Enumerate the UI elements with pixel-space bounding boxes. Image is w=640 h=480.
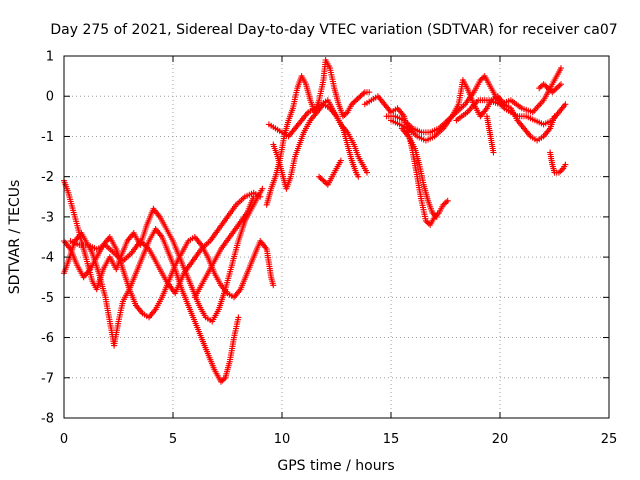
data-point	[542, 82, 549, 89]
y-tick-label: -7	[41, 371, 54, 386]
data-point	[366, 89, 373, 96]
data-point	[441, 200, 448, 207]
series-8	[270, 101, 362, 192]
data-series	[61, 57, 569, 385]
x-tick-label: 5	[169, 432, 177, 447]
series-5	[191, 193, 257, 301]
data-point	[556, 82, 563, 89]
y-tick-label: -2	[41, 170, 54, 185]
data-point	[558, 167, 565, 173]
x-tick-label: 10	[274, 432, 291, 447]
y-axis-label: SDTVAR / TECUs	[7, 180, 23, 295]
series-line	[364, 95, 449, 226]
data-point	[444, 197, 451, 204]
data-point	[562, 161, 569, 168]
data-point	[550, 87, 557, 94]
y-tick-label: -5	[41, 291, 54, 306]
y-tick-label: -4	[41, 251, 54, 266]
plot-frame	[63, 55, 610, 419]
data-point	[558, 81, 564, 88]
series-2	[61, 226, 242, 385]
series-14	[453, 65, 564, 124]
data-point	[337, 157, 344, 164]
data-point	[218, 378, 224, 385]
chart-title: Day 275 of 2021, Sidereal Day-to-day VTE…	[50, 22, 617, 38]
data-point	[422, 217, 429, 224]
data-point	[235, 314, 242, 321]
data-point	[259, 185, 266, 192]
series-16	[483, 113, 497, 156]
y-tick-label: 1	[46, 50, 54, 65]
data-point	[555, 169, 562, 176]
data-point	[364, 169, 370, 176]
data-point	[551, 113, 558, 120]
data-point	[360, 90, 367, 97]
data-point	[477, 77, 484, 84]
x-tick-label: 20	[492, 432, 509, 447]
x-tick-label: 25	[601, 432, 618, 447]
data-point	[257, 193, 264, 200]
series-4	[67, 189, 264, 297]
data-point	[348, 101, 355, 108]
data-point	[562, 101, 569, 108]
data-point	[537, 83, 544, 90]
data-point	[545, 85, 551, 92]
data-point	[316, 173, 323, 180]
data-point	[490, 149, 497, 156]
y-tick-label: -8	[41, 412, 54, 427]
data-point	[250, 193, 257, 200]
series-9	[316, 157, 344, 188]
data-point	[270, 282, 277, 289]
x-axis-label: GPS time / hours	[277, 458, 394, 474]
series-1	[61, 177, 266, 325]
data-point	[319, 176, 325, 183]
x-tick-label: 15	[383, 432, 400, 447]
data-point	[558, 65, 564, 72]
data-point	[341, 112, 348, 118]
data-point	[321, 179, 328, 185]
data-point	[553, 85, 560, 92]
tick-layer: 0 5 10 15 20 25 -8 -7 -6 -5 -4 -3 -2 -1 0 1	[41, 50, 617, 448]
series-15	[547, 149, 569, 176]
series-line	[538, 83, 562, 93]
data-point	[351, 98, 358, 105]
y-tick-label: 0	[46, 90, 54, 105]
data-point	[220, 376, 227, 383]
series-17	[536, 81, 564, 96]
y-tick-label: -1	[41, 130, 54, 145]
series-10	[361, 93, 451, 228]
y-tick-label: -6	[41, 331, 54, 346]
y-tick-label: -3	[41, 210, 54, 225]
x-tick-label: 0	[60, 432, 68, 447]
data-point	[355, 173, 362, 180]
data-point	[354, 95, 361, 102]
data-point	[357, 93, 364, 100]
data-point	[430, 211, 437, 218]
data-point	[433, 213, 440, 220]
